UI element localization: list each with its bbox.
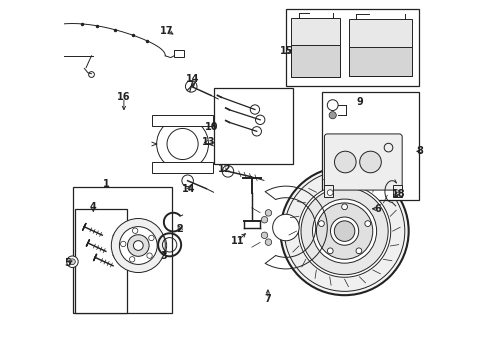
Circle shape <box>312 199 376 263</box>
Circle shape <box>264 239 271 246</box>
Bar <box>73 187 172 313</box>
Bar <box>392 185 401 197</box>
Circle shape <box>111 219 165 273</box>
Text: 15: 15 <box>279 46 293 56</box>
Bar <box>213 88 292 164</box>
Circle shape <box>355 248 361 254</box>
Circle shape <box>334 221 354 241</box>
Bar <box>152 115 213 126</box>
Circle shape <box>133 240 143 251</box>
Circle shape <box>359 151 381 173</box>
Text: 13: 13 <box>202 137 215 147</box>
Bar <box>321 92 418 200</box>
Circle shape <box>318 221 324 226</box>
FancyBboxPatch shape <box>291 18 339 77</box>
Text: 11: 11 <box>230 236 244 246</box>
Text: 16: 16 <box>117 92 130 102</box>
Circle shape <box>284 171 404 291</box>
Text: 3: 3 <box>160 251 166 261</box>
Circle shape <box>341 204 347 210</box>
Text: 14: 14 <box>185 74 199 84</box>
Bar <box>174 50 184 57</box>
Bar <box>152 162 213 173</box>
Circle shape <box>261 216 267 223</box>
Circle shape <box>328 112 336 119</box>
Text: 18: 18 <box>391 189 405 199</box>
Text: 8: 8 <box>416 146 423 156</box>
Text: 7: 7 <box>264 294 271 304</box>
Circle shape <box>272 214 299 241</box>
Circle shape <box>129 257 135 262</box>
Text: 9: 9 <box>356 96 362 107</box>
Circle shape <box>326 248 332 254</box>
Circle shape <box>264 210 271 216</box>
Text: 17: 17 <box>160 26 174 36</box>
Circle shape <box>132 228 138 233</box>
Circle shape <box>280 167 408 295</box>
Circle shape <box>298 185 390 277</box>
FancyBboxPatch shape <box>291 45 339 77</box>
Circle shape <box>301 188 387 275</box>
Bar <box>75 209 127 313</box>
Circle shape <box>148 235 154 240</box>
Circle shape <box>261 232 267 239</box>
Text: 5: 5 <box>64 258 71 268</box>
Circle shape <box>334 151 355 173</box>
Text: 2: 2 <box>176 224 183 234</box>
Circle shape <box>330 217 358 245</box>
Circle shape <box>316 203 372 259</box>
Circle shape <box>66 256 78 267</box>
Circle shape <box>146 253 152 258</box>
FancyBboxPatch shape <box>324 134 401 190</box>
Circle shape <box>393 190 399 195</box>
Text: 1: 1 <box>102 179 109 189</box>
Circle shape <box>119 227 157 264</box>
FancyBboxPatch shape <box>348 47 411 76</box>
Bar <box>324 185 333 197</box>
Text: 14: 14 <box>182 184 195 194</box>
Circle shape <box>69 259 75 265</box>
Circle shape <box>121 241 126 247</box>
Text: 12: 12 <box>218 164 231 174</box>
Circle shape <box>326 190 332 195</box>
FancyBboxPatch shape <box>348 19 411 76</box>
Text: 6: 6 <box>373 204 380 214</box>
Text: 10: 10 <box>205 122 219 132</box>
Circle shape <box>127 235 149 256</box>
Text: 4: 4 <box>90 202 97 212</box>
Circle shape <box>364 221 370 226</box>
Bar <box>285 9 418 86</box>
